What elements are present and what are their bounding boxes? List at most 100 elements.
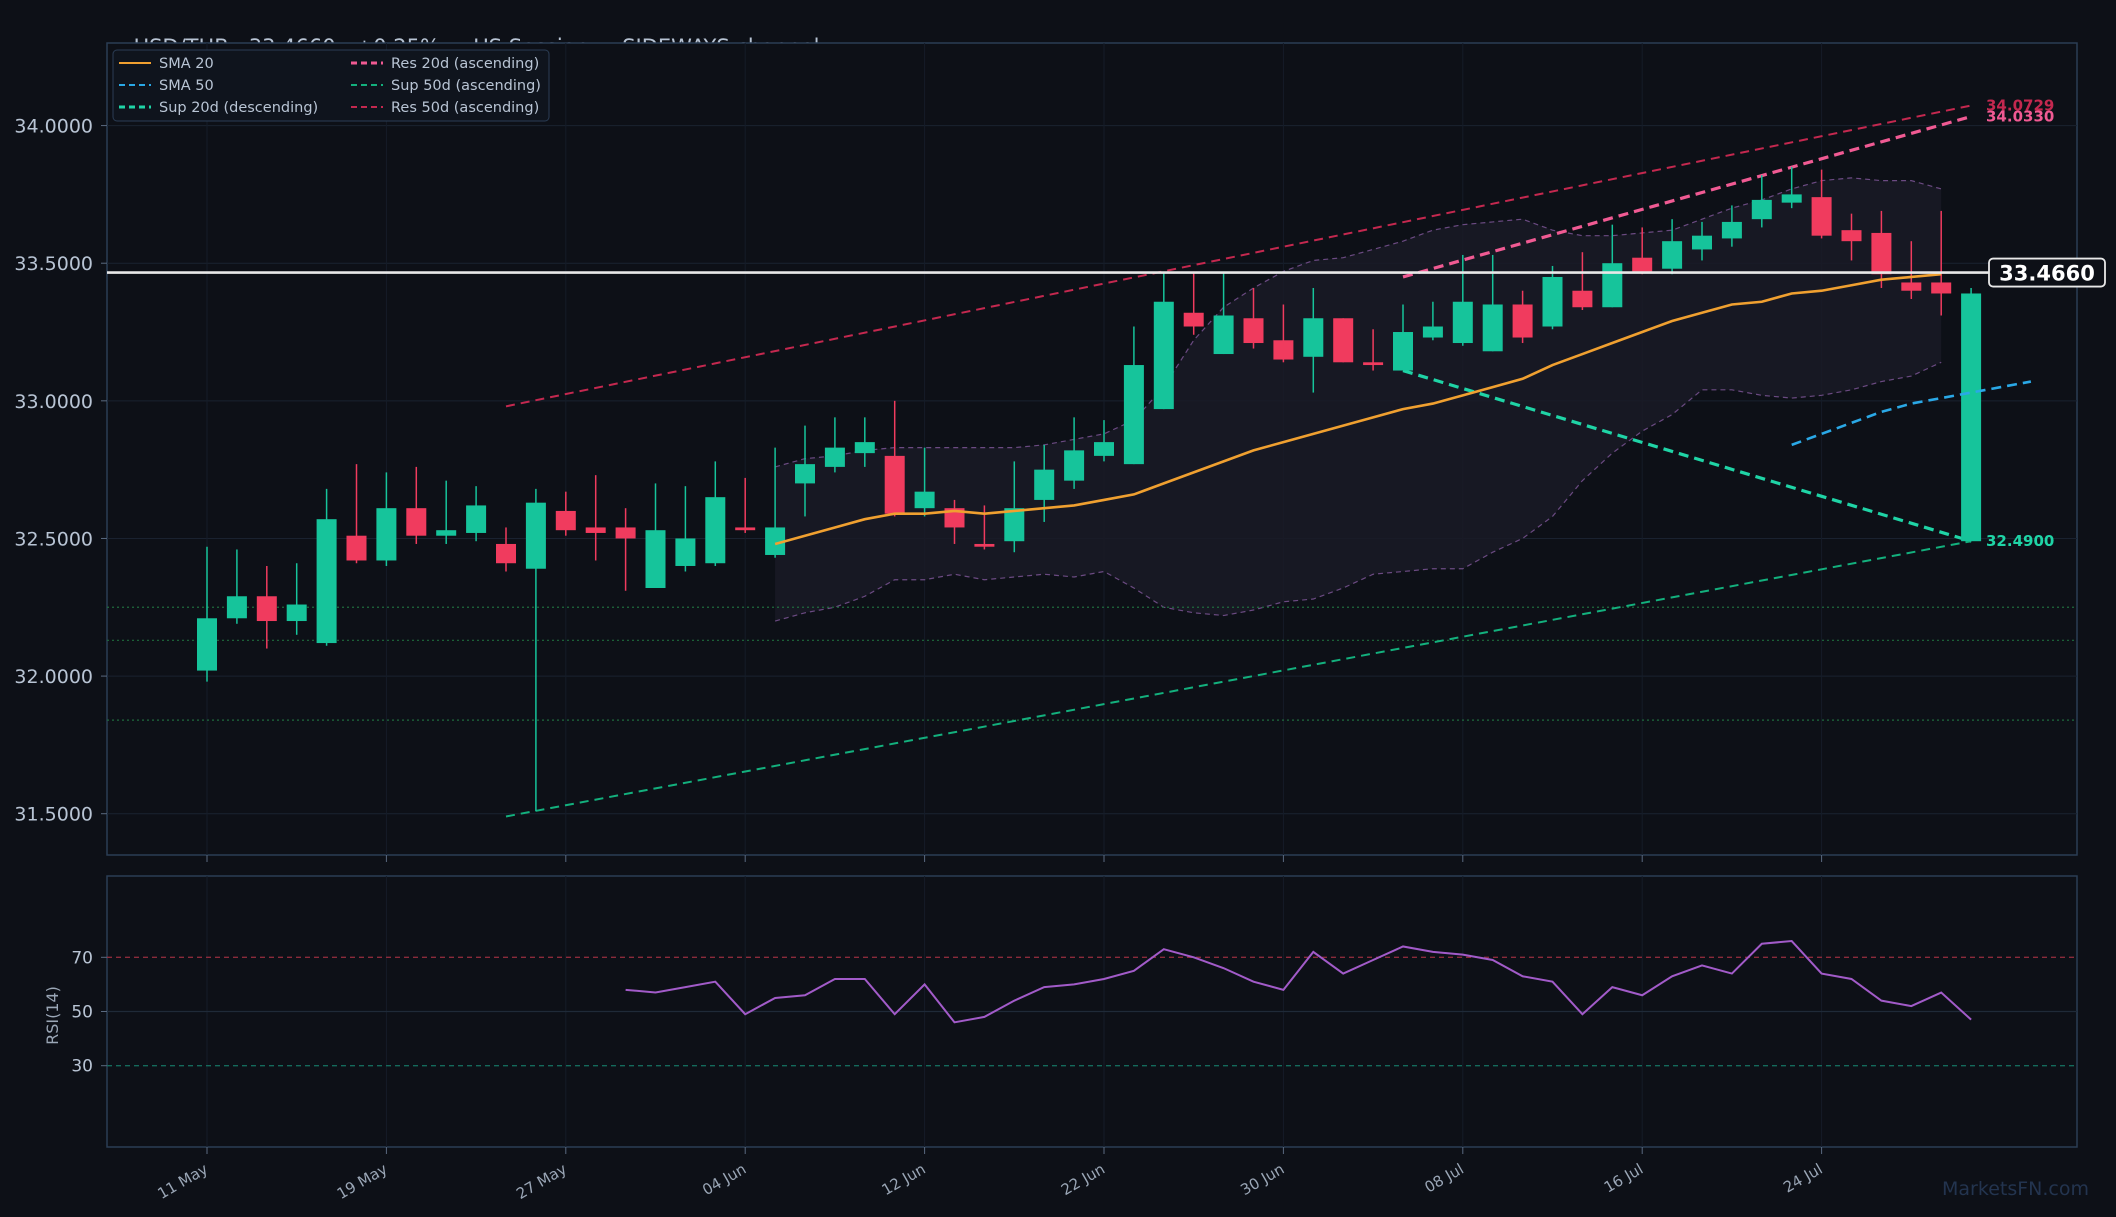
x-tick-label: 11 May xyxy=(154,1160,211,1203)
price-tag: 33.4660 xyxy=(1999,262,2095,286)
bollinger-lower-line xyxy=(774,361,1942,622)
y-tick-label: 33.0000 xyxy=(14,391,93,413)
legend-entry: Sup 20d (descending) xyxy=(159,100,318,116)
trend-line xyxy=(505,104,1972,408)
candle-body xyxy=(795,464,815,484)
candle-body xyxy=(316,519,337,644)
candle-body xyxy=(1064,450,1085,481)
candle-body xyxy=(1363,362,1384,366)
y-tick-label: 34.0000 xyxy=(14,116,93,138)
candle-body xyxy=(1602,263,1623,308)
candle-body xyxy=(496,543,516,564)
candle-body xyxy=(1572,290,1593,308)
candle-body xyxy=(555,510,576,531)
candle-body xyxy=(226,596,247,619)
candle-body xyxy=(1123,365,1144,465)
candle-body xyxy=(1034,469,1055,500)
x-tick-label: 12 Jun xyxy=(879,1160,929,1199)
candle-body xyxy=(1153,301,1174,410)
sma20-line xyxy=(774,272,1942,546)
candle-body xyxy=(675,538,696,566)
bollinger-upper-line xyxy=(774,177,1942,468)
rsi-panel: 11 May 19 May 27 May 04 Jun 12 Jun 22 Jun 30 J… xyxy=(43,875,2078,1203)
candle-body xyxy=(854,442,875,454)
candle-body xyxy=(944,508,965,528)
candle-body xyxy=(1781,194,1802,203)
candle-body xyxy=(914,491,935,509)
candle-body xyxy=(1303,318,1324,357)
candle-body xyxy=(466,505,487,533)
candle-body xyxy=(1871,232,1892,275)
y-tick-label: 31.5000 xyxy=(14,804,93,826)
legend-entry: SMA 50 xyxy=(159,78,214,94)
candle-body xyxy=(1482,304,1503,352)
y-tick-label: 33.5000 xyxy=(14,253,93,275)
rsi-y-tick-label: 50 xyxy=(71,1003,93,1023)
candle-body xyxy=(1452,301,1473,344)
x-tick-label: 19 May xyxy=(334,1160,391,1203)
watermark: MarketsFN.com xyxy=(1942,1178,2089,1200)
candle-body xyxy=(1542,276,1563,327)
y-tick-label: 32.5000 xyxy=(14,528,93,550)
candle-body xyxy=(1811,197,1832,236)
candle-body xyxy=(1333,318,1354,363)
x-tick-label: 22 Jun xyxy=(1058,1160,1108,1199)
rsi-axis-label: RSI(14) xyxy=(43,986,62,1045)
candle-body xyxy=(615,527,636,539)
candle-body xyxy=(525,502,546,569)
candle-body xyxy=(406,508,427,536)
level-label: 32.4900 xyxy=(1986,532,2054,550)
x-tick-label: 16 Jul xyxy=(1601,1160,1646,1197)
price-panel: 31.5000 32.0000 32.5000 33.0000 33.5000 34.00… xyxy=(14,42,2106,862)
candle-body xyxy=(1512,304,1533,338)
x-tick-label: 08 Jul xyxy=(1421,1160,1466,1197)
candle-body xyxy=(256,596,277,622)
rsi-line xyxy=(625,939,1972,1024)
legend-frame xyxy=(112,49,550,122)
candle-body xyxy=(585,527,606,533)
x-tick-label: 04 Jun xyxy=(699,1160,749,1199)
legend-entry: Res 50d (ascending) xyxy=(391,100,539,116)
candle-body xyxy=(1662,241,1683,269)
candle-body xyxy=(765,527,786,555)
x-tick-label: 24 Jul xyxy=(1780,1160,1825,1197)
y-tick-label: 32.0000 xyxy=(14,666,93,688)
candle-body xyxy=(197,618,217,671)
candle-body xyxy=(1961,293,1982,542)
candle-body xyxy=(1841,230,1862,242)
candle-body xyxy=(1692,235,1712,250)
candle-body xyxy=(1243,318,1264,344)
x-tick-label: 27 May xyxy=(513,1160,570,1203)
candle-body xyxy=(974,543,995,547)
candle-body xyxy=(735,527,756,531)
level-label: 34.0330 xyxy=(1986,107,2054,125)
trend-line xyxy=(1402,369,1972,543)
level-label: 34.0729 xyxy=(1986,97,2054,115)
candle-body xyxy=(376,508,397,561)
price-tag-box xyxy=(1988,257,2106,288)
candle-body xyxy=(824,447,845,467)
candle-body xyxy=(705,497,726,564)
candle-body xyxy=(436,530,457,536)
candle-body xyxy=(1931,282,1952,294)
candle-body xyxy=(1422,326,1443,338)
candle-body xyxy=(1393,332,1413,371)
candle-body xyxy=(1632,257,1653,272)
legend-entry: SMA 20 xyxy=(159,56,214,72)
trend-line xyxy=(1402,114,1972,279)
candle-body xyxy=(1213,315,1234,355)
legend-entry: Sup 50d (ascending) xyxy=(391,78,541,94)
bollinger-band-fill xyxy=(775,177,1942,622)
candle-body xyxy=(1751,199,1772,220)
candle-body xyxy=(1901,282,1922,291)
candle-body xyxy=(286,604,307,622)
candle-body xyxy=(884,455,905,514)
trend-line xyxy=(505,540,1972,818)
candle-body xyxy=(1183,312,1204,327)
legend-entry: Res 20d (ascending) xyxy=(391,56,539,72)
rsi-y-tick-label: 30 xyxy=(71,1057,93,1077)
candle-body xyxy=(645,530,666,589)
candle-body xyxy=(1273,340,1294,360)
